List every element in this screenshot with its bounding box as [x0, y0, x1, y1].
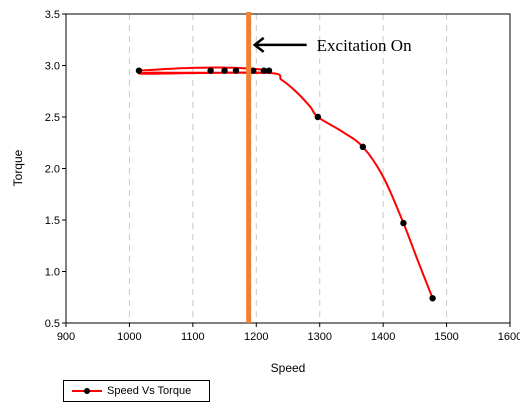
annotation-text: Excitation On [317, 36, 412, 55]
y-tick-label: 3.0 [45, 61, 60, 73]
data-point [249, 67, 257, 74]
data-point [265, 67, 273, 74]
plot-area-frame [65, 13, 511, 324]
x-tick-label: 1100 [181, 331, 205, 343]
y-tick-label: 3.5 [45, 9, 60, 21]
y-axis-title: Torque [11, 149, 25, 186]
x-axis-title: Speed [271, 361, 306, 375]
y-tick-label: 0.5 [45, 318, 60, 330]
data-point [314, 113, 322, 121]
x-axis-ticks: 900 1000 1100 1200 1300 1400 1500 1600 [57, 323, 520, 343]
annotation-arrow-head [252, 36, 265, 53]
excitation-annotation: Excitation On [252, 36, 412, 55]
data-point [207, 67, 214, 74]
data-point-markers [135, 67, 436, 302]
x-tick-label: 1000 [117, 331, 141, 343]
data-point [135, 67, 143, 74]
legend-swatch [72, 388, 102, 394]
x-tick-label: 1300 [307, 331, 331, 343]
data-point [429, 295, 436, 302]
y-tick-label: 2.5 [45, 112, 60, 124]
data-point [359, 143, 367, 151]
data-point [400, 219, 407, 227]
y-tick-label: 1.5 [45, 215, 60, 227]
speed-vs-torque-curve [138, 66, 434, 299]
data-point [221, 67, 228, 74]
y-tick-label: 2.0 [45, 164, 60, 176]
y-tick-label: 1.0 [45, 267, 60, 279]
legend: Speed Vs Torque [63, 380, 210, 402]
data-point [260, 67, 268, 74]
x-tick-label: 900 [57, 331, 75, 343]
y-axis-ticks: 0.5 1.0 1.5 2.0 2.5 3.0 3.5 [45, 9, 66, 330]
x-tick-label: 1600 [498, 331, 520, 343]
grid-lines [128, 14, 448, 323]
x-tick-label: 1200 [244, 331, 268, 343]
x-tick-label: 1500 [434, 331, 458, 343]
legend-label: Speed Vs Torque [107, 385, 192, 397]
data-point [232, 67, 240, 74]
x-tick-label: 1400 [371, 331, 395, 343]
